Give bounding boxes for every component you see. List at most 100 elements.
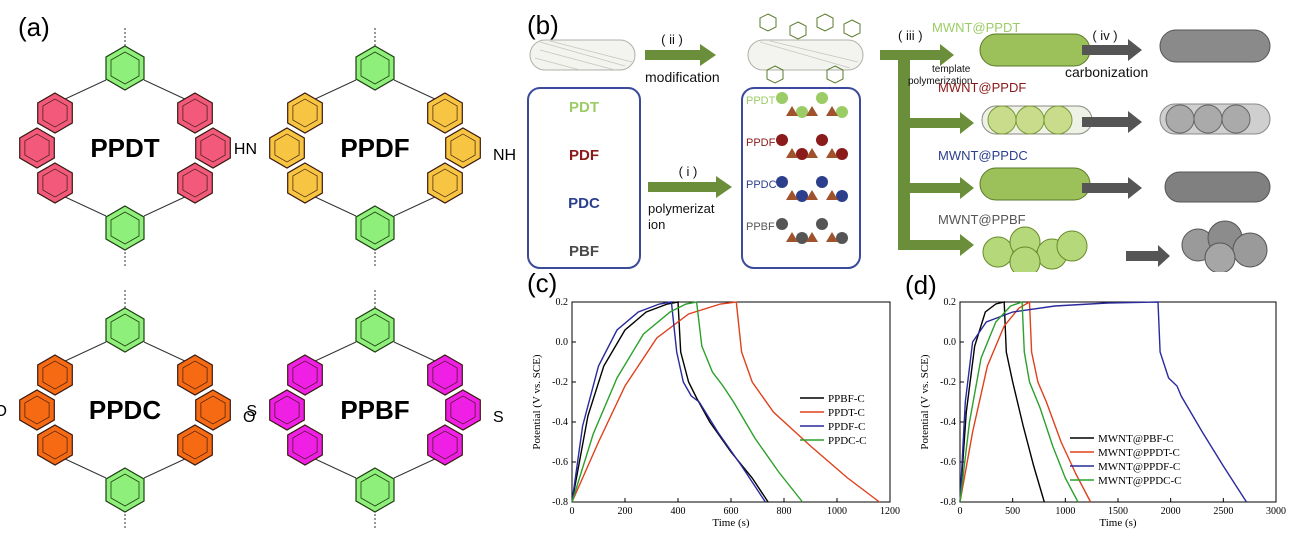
polymer-unit <box>796 148 808 160</box>
polymer-unit <box>836 106 848 118</box>
y-tick-label: -0.8 <box>552 497 568 508</box>
fused-ring-right <box>177 92 231 204</box>
composite-tube <box>979 33 1091 67</box>
panel-b-label: (b) <box>527 10 559 40</box>
y-tick-label: -0.2 <box>552 377 568 388</box>
x-tick-label: 200 <box>618 506 633 517</box>
polymer-unit <box>776 134 788 146</box>
y-axis-title: Potential (V vs. SCE) <box>531 354 543 449</box>
y-tick-label: -0.6 <box>552 457 568 468</box>
molecule-ppdf: PPDF HN NH <box>234 28 516 268</box>
polymer-unit <box>816 176 828 188</box>
composite-label: MWNT@PPDC <box>938 148 1028 163</box>
y-tick-label: 0.0 <box>944 337 957 348</box>
composite-label: MWNT@PPDT <box>932 20 1020 35</box>
composite-tube <box>981 105 1093 135</box>
x-tick-label: 2000 <box>1161 506 1181 517</box>
chart-c: 0 200 400 600 800 1000 1200 -0.8 -0.6 -0.4 -0.2 0.0… <box>531 297 900 529</box>
molecule-name: PPBF <box>340 395 409 425</box>
composite-tube <box>979 167 1091 201</box>
step-iii-label: ( iii ) <box>898 28 923 43</box>
carbonization-label: carbonization <box>1065 64 1148 80</box>
y-axis-title: Potential (V vs. SCE) <box>919 354 931 449</box>
monomer-label-pdc: PDC <box>568 195 600 212</box>
x-tick-label: 2500 <box>1213 506 1233 517</box>
polymer-unit <box>776 218 788 230</box>
polymer-box <box>741 87 861 269</box>
step-i-label: ( i ) <box>679 164 698 179</box>
benzene-ring-bottom <box>355 467 395 513</box>
molecule-ppdt: PPDT <box>19 28 231 268</box>
molecule-ppdc: PPDC O O <box>0 290 255 530</box>
step-ii-label: ( ii ) <box>661 32 683 47</box>
polymer-unit <box>836 190 848 202</box>
fused-ring-left <box>19 92 73 204</box>
x-tick-label: 600 <box>724 506 739 517</box>
heteroatom-left: S <box>246 403 257 420</box>
polymer-label-ppdc: PPDC <box>746 179 777 191</box>
heteroatom-left: HN <box>234 141 257 158</box>
modification-label: modification <box>645 69 720 85</box>
fused-ring-right <box>427 92 481 204</box>
linker-unit <box>786 190 798 200</box>
heteroatom-left: O <box>0 403 7 420</box>
polymer-unit <box>816 134 828 146</box>
polymer-unit <box>816 218 828 230</box>
template-polymerization-label: template polymerization <box>908 64 973 87</box>
linker-unit <box>786 106 798 116</box>
linker-unit <box>786 232 798 242</box>
series-line-mwnt-ppdc-c <box>959 301 1079 503</box>
molecule-name: PPDC <box>89 395 161 425</box>
polymerization-label: polymerizat ion <box>648 201 718 232</box>
x-tick-label: 400 <box>671 506 686 517</box>
x-tick-label: 0 <box>958 506 963 517</box>
linker-unit <box>786 148 798 158</box>
series-line-ppdc-c <box>571 301 804 503</box>
benzene-ring-bottom <box>105 467 145 513</box>
y-tick-label: -0.2 <box>940 377 956 388</box>
series-line-ppdt-c <box>571 301 880 503</box>
step-iv-label: ( iv ) <box>1092 28 1117 43</box>
chart-d: 0 500 1000 1500 2000 2500 3000 -0.8 -0.6 -0.4 -0.2… <box>919 297 1286 529</box>
series-line-ppbf-c <box>571 301 769 503</box>
series-line-mwnt-ppdt-c <box>959 300 1092 503</box>
linker-unit <box>806 106 818 116</box>
legend-label: PPDF-C <box>828 421 865 433</box>
modified-mwnt <box>747 13 864 84</box>
series-line-ppdf-c <box>571 301 766 503</box>
molecule-name: PPDF <box>340 133 409 163</box>
y-tick-label: -0.8 <box>940 497 956 508</box>
linker-unit <box>826 148 838 158</box>
x-axis-title: Time (s) <box>712 517 750 529</box>
legend-label: PPDT-C <box>828 407 865 419</box>
monomer-label-pdt: PDT <box>569 99 599 116</box>
legend-label: MWNT@PPDF-C <box>1098 461 1180 473</box>
y-tick-label: 0.0 <box>556 337 569 348</box>
polymer-unit <box>796 190 808 202</box>
panel-c-label: (c) <box>527 268 558 298</box>
mwnt-tube-start <box>529 39 636 71</box>
x-axis-title: Time (s) <box>1099 517 1137 529</box>
x-tick-label: 500 <box>1005 506 1020 517</box>
x-tick-label: 1000 <box>827 506 847 517</box>
legend-label: PPBF-C <box>828 393 865 405</box>
carbonization-arrows <box>1082 39 1170 267</box>
branch-arrows <box>880 44 974 256</box>
carbon-tubes <box>1159 29 1271 272</box>
fused-ring-left <box>269 354 323 466</box>
benzene-ring-top <box>355 307 395 353</box>
polymer-unit <box>836 232 848 244</box>
panel-a-molecules: PPDT PPDF HN NH PPDC O O PPBF S S <box>0 28 516 530</box>
legend-label: MWNT@PPDC-C <box>1098 475 1181 487</box>
benzene-ring-bottom <box>105 205 145 251</box>
polymer-unit <box>836 148 848 160</box>
arrow-polymerization <box>648 176 732 198</box>
linker-unit <box>826 232 838 242</box>
polymer-unit <box>776 176 788 188</box>
polymer-unit <box>796 106 808 118</box>
benzene-ring-top <box>105 45 145 91</box>
x-tick-label: 1500 <box>1108 506 1128 517</box>
x-tick-label: 1000 <box>1055 506 1075 517</box>
polymer-unit <box>776 92 788 104</box>
arrow-modification <box>645 44 716 66</box>
